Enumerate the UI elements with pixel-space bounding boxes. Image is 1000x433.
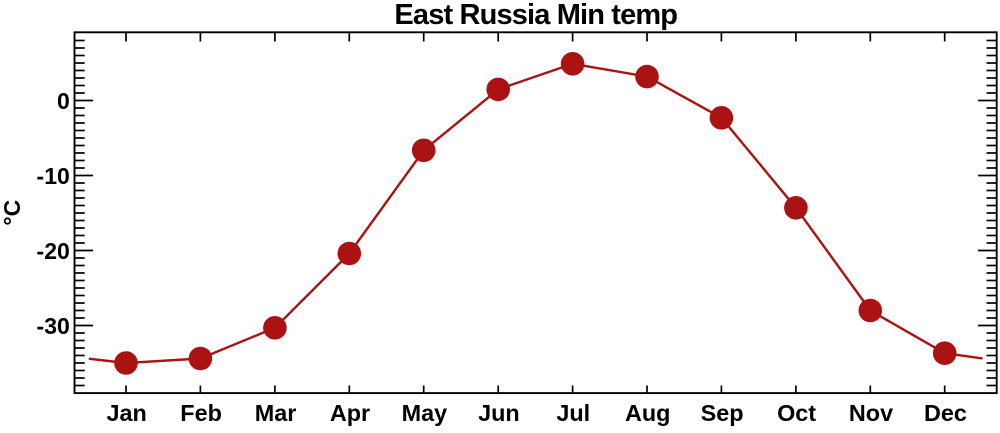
- svg-text:0: 0: [57, 88, 70, 114]
- svg-text:Sep: Sep: [701, 400, 744, 426]
- svg-text:Jan: Jan: [107, 400, 147, 426]
- svg-text:Aug: Aug: [625, 400, 670, 426]
- svg-text:Dec: Dec: [924, 400, 967, 426]
- svg-text:Jul: Jul: [556, 400, 590, 426]
- svg-text:Oct: Oct: [777, 400, 816, 426]
- svg-text:-30: -30: [37, 313, 70, 339]
- svg-text:Jun: Jun: [478, 400, 520, 426]
- svg-text:-10: -10: [37, 163, 70, 189]
- svg-text:°C: °C: [0, 200, 25, 226]
- svg-text:East Russia Min temp: East Russia Min temp: [394, 0, 677, 31]
- svg-text:Nov: Nov: [849, 400, 893, 426]
- svg-text:Feb: Feb: [180, 400, 222, 426]
- svg-text:Mar: Mar: [255, 400, 297, 426]
- svg-text:-20: -20: [37, 238, 70, 264]
- svg-text:May: May: [402, 400, 448, 426]
- svg-text:Apr: Apr: [330, 400, 370, 426]
